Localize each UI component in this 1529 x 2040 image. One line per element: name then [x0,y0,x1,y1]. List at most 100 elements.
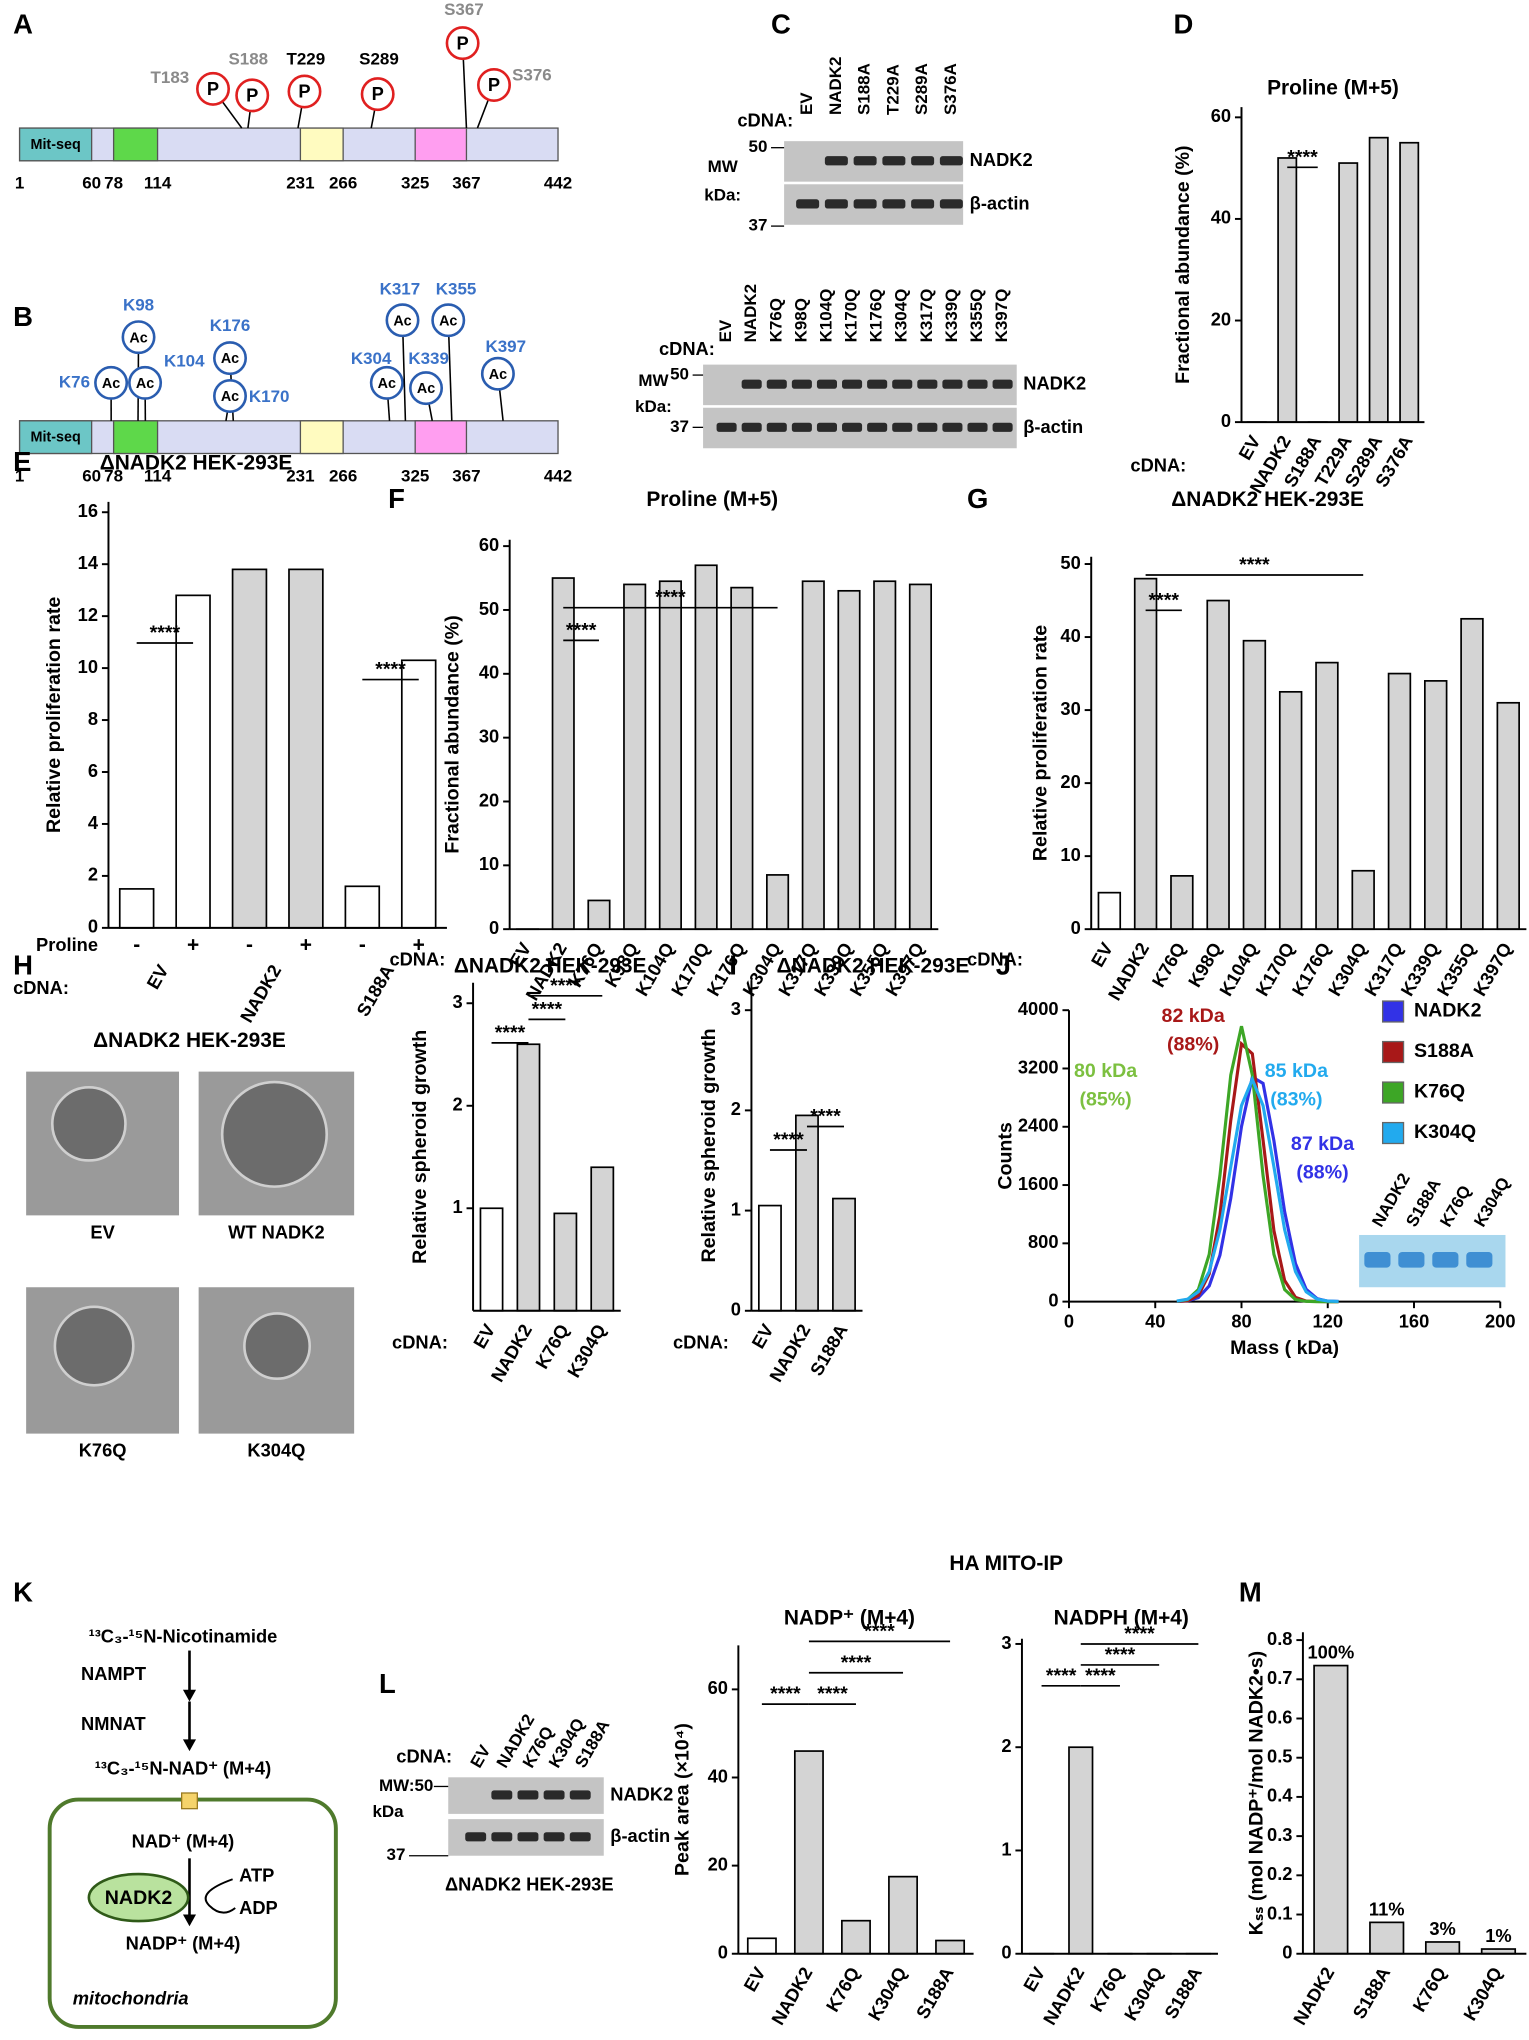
lane-label: K176Q [867,289,886,343]
blot-band [942,379,963,389]
y-tick-label: 0.7 [1267,1667,1292,1688]
x-tick-label: 40 [1145,1310,1165,1331]
lane-label: NADK2 [826,57,845,115]
x-group-label: cDNA: [389,948,445,969]
panel-label: B [13,301,33,332]
y-tick-label: 60 [1211,105,1231,126]
site-symbol: Ac [393,313,411,329]
panel-label: L [379,1668,396,1699]
y-axis-label: Kₛₛ (mol NADP⁺/mol NADK2•s) [1245,1651,1267,1935]
bar [801,580,825,931]
bar [1097,891,1122,931]
cdna-label: cDNA: [396,1746,452,1767]
site-circle [121,320,156,355]
y-tick-label: 3200 [1018,1056,1059,1077]
enzyme-label: NADK2 [105,1887,173,1909]
x-tick-label: S188A [806,1320,852,1379]
y-tick-label: 0.4 [1267,1785,1293,1806]
lane-label: K397Q [992,289,1011,343]
site-symbol: Ac [221,351,239,367]
site-circle [360,77,395,112]
y-tick-label: 1 [452,1196,462,1217]
cell-line-label: ΔNADK2 HEK-293E [445,1874,614,1895]
gel-band [1398,1251,1425,1268]
domain [112,420,159,455]
x-tick-label: K76Q [1408,1963,1450,2015]
y-tick-label: 30 [479,725,499,746]
lane-label: K317Q [917,289,936,343]
marker-label: 37 [387,1845,406,1864]
y-tick-label: 6 [88,760,98,781]
band-label: NADK2 [970,149,1033,170]
bar [730,586,754,931]
chart-title: Proline (M+5) [1267,76,1399,99]
site-circle [94,365,129,400]
blot-band [917,379,938,389]
legend-label: S188A [1414,1040,1474,1062]
residue-label: 114 [144,466,172,485]
y-tick-label: 0.1 [1267,1902,1292,1923]
x-tick-label: 120 [1312,1310,1343,1331]
group-label: EV [142,960,173,992]
domain [18,420,93,455]
group-label: NADK2 [236,961,286,1026]
marker-label: 37 [749,216,768,235]
y-tick-label: 2 [88,864,98,885]
y-tick-label: 20 [1211,308,1231,329]
band-label: β-actin [610,1825,670,1846]
protein-bar [18,127,559,162]
residue-label: 442 [544,466,572,485]
site-label: K317 [380,280,421,299]
y-tick-label: 0 [88,916,98,937]
y-tick-label: 4 [88,812,99,833]
y-tick-label: 0 [1221,410,1231,431]
y-tick-label: 0.8 [1267,1628,1292,1649]
residue-label: 78 [104,174,123,193]
site-circle [409,371,444,406]
domain [299,127,344,162]
blot-band [824,199,848,209]
y-tick-label: 14 [78,552,99,573]
blot-band [543,1790,565,1800]
y-tick-label: 30 [1060,698,1080,719]
blot-band [853,156,877,166]
bar [1242,639,1267,931]
series-line [1176,1025,1339,1304]
y-tick-label: 3 [1001,1632,1011,1653]
residue-label: 1 [15,466,24,485]
x-tick-label: K304Q [1459,1963,1506,2024]
lane-label: S376A [941,63,960,115]
blot-band [816,422,838,432]
residue-label: 266 [329,174,357,193]
bar [118,888,155,929]
site-symbol: P [488,74,500,95]
site-symbol: Ac [129,330,147,346]
metabolite: ¹³C₃-¹⁵N-Nicotinamide [89,1625,278,1646]
site-symbol: Ac [136,376,154,392]
lane-label: K98Q [791,298,810,342]
bar [766,874,790,931]
lane-label: K355Q [967,289,986,343]
y-tick-label: 0 [1071,917,1081,938]
site-symbol: Ac [489,367,507,383]
residue-label: 1 [15,174,24,193]
y-tick-label: 0 [489,917,499,938]
blot-band [939,156,963,166]
site-label: K104 [164,351,205,370]
blot-band [766,379,787,389]
site-label: K355 [436,280,477,299]
residue-label: 60 [82,466,101,485]
y-tick-label: 10 [78,656,98,677]
y-tick-label: 8 [88,708,98,729]
blot-band [967,379,988,389]
annotation: 87 kDa [1291,1133,1355,1155]
domain [18,127,93,162]
compartment-label: mitochondria [73,1987,189,2008]
blot-band [491,1790,513,1800]
metabolite: NAD⁺ (M+4) [132,1830,235,1851]
domain-label: Mit-seq [30,430,80,446]
bar [479,1207,504,1312]
site-circle [385,303,420,338]
lane-label: K76Q [766,298,785,342]
x-group-label: cDNA: [392,1331,448,1352]
